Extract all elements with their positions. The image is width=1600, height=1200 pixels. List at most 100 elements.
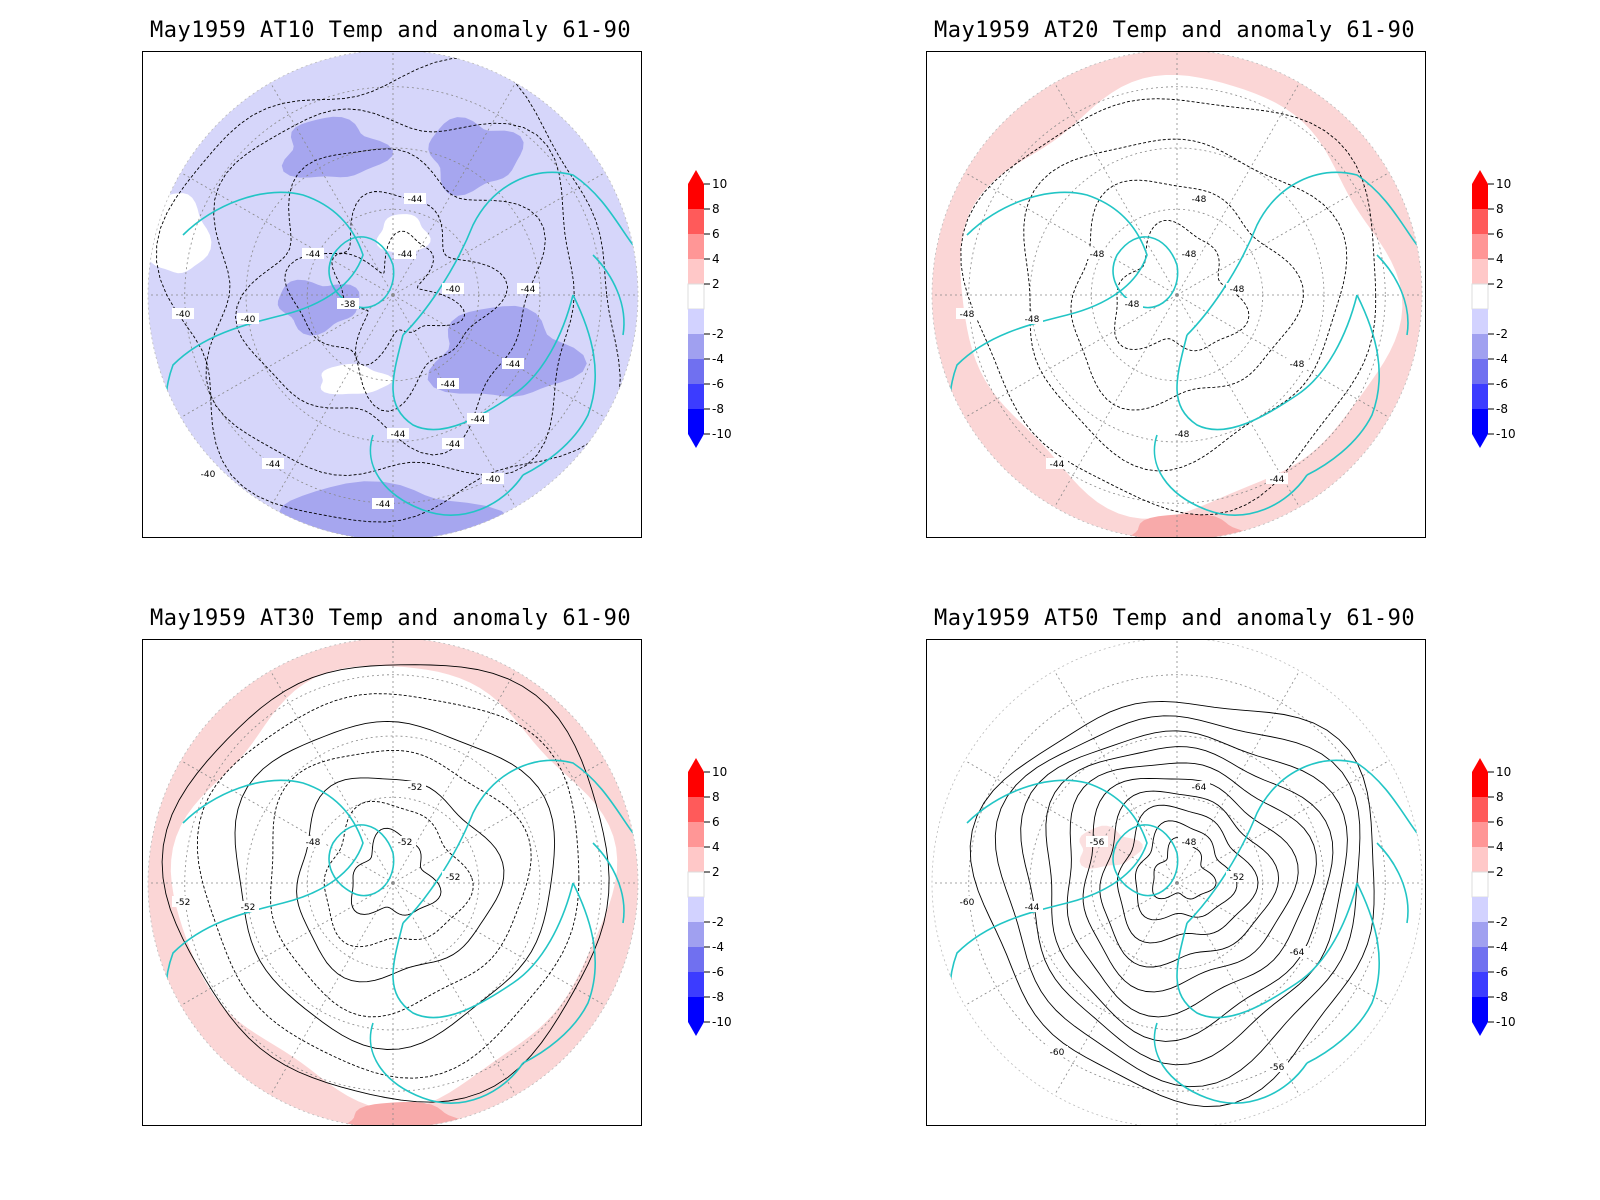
coastline: [1112, 824, 1179, 897]
colorbar-tick-label: 8: [1496, 202, 1504, 216]
contour-label-bg: [442, 438, 464, 449]
colorbar-segment: [1471, 283, 1489, 310]
colorbar-segment: [1472, 922, 1488, 947]
anomaly-fill: [279, 481, 510, 537]
colorbar-segment: [1472, 209, 1488, 234]
contour-label: -40: [201, 470, 216, 480]
contour-label-bg: [1226, 871, 1248, 882]
colorbar-segment: [1472, 797, 1488, 822]
colorbar-tick-label: 4: [712, 840, 720, 854]
colorbar-segment: [688, 897, 704, 922]
colorbar-segment: [688, 772, 704, 797]
contour-label-bg: [1266, 473, 1288, 484]
coastline: [402, 759, 634, 924]
coastline: [165, 779, 364, 1064]
contour-label: -48: [1025, 315, 1040, 325]
colorbar-segment: [688, 359, 704, 384]
meridian-line: [180, 172, 394, 296]
contour-label-bg: [442, 871, 464, 882]
colorbar-tick-label: 10: [1496, 765, 1511, 779]
contour-label-bg: [517, 283, 539, 294]
colorbar-arrow-bottom: [1472, 1022, 1488, 1036]
colorbar-tick-label: -2: [712, 327, 724, 341]
map-at20: -48 -48 -48 -48 -48 -48 -44 -44 -48 -48 -48: [926, 51, 1426, 538]
contour-label-bg: [467, 413, 489, 424]
colorbar-arrow-top: [688, 758, 704, 772]
colorbar-segment: [1472, 772, 1488, 797]
colorbar-tick-label: -8: [1496, 990, 1508, 1004]
contour-label: -48: [1125, 300, 1140, 310]
colorbar-segment: [688, 184, 704, 209]
meridian-line: [392, 294, 606, 418]
colorbar-tick-label: -4: [1496, 352, 1508, 366]
colorbar-tick-label: -8: [712, 990, 724, 1004]
anomaly-fill: [428, 117, 524, 196]
latitude-circle: [184, 674, 602, 1092]
contour-label-bg: [956, 896, 978, 907]
contour-label-bg: [172, 896, 194, 907]
colorbar-segment: [688, 409, 704, 434]
colorbar-tick-label: -2: [1496, 327, 1508, 341]
coastline: [1186, 171, 1418, 336]
coastline: [1376, 254, 1409, 336]
contour-label: -44: [1025, 903, 1040, 913]
contour-label-bg: [956, 308, 978, 319]
map-disc: [932, 640, 1422, 1125]
contour-line: [156, 57, 621, 523]
coastline: [328, 824, 395, 897]
colorbar-segment: [687, 871, 705, 898]
contour-line: [1023, 138, 1348, 472]
contour-label-bg: [404, 193, 426, 204]
coastline: [402, 171, 634, 336]
panel-title: May1959 AT10 Temp and anomaly 61-90: [150, 18, 632, 43]
anomaly-fill: [320, 363, 393, 395]
contour-label-bg: [302, 836, 324, 847]
contour-label-bg: [1021, 313, 1043, 324]
colorbar-segment: [688, 922, 704, 947]
colorbar-segment: [688, 997, 704, 1022]
coastline: [1153, 1022, 1308, 1104]
meridian-line: [1176, 882, 1390, 1006]
colorbar-segment: [688, 334, 704, 359]
polar-map: -52 -52 -48 -52 -52 -52: [147, 640, 639, 1125]
coastline: [1376, 842, 1409, 924]
meridian-line: [392, 82, 516, 296]
coastline: [369, 434, 524, 516]
contour-label-bg: [442, 283, 464, 294]
colorbar-segment: [1472, 409, 1488, 434]
contour-line: [161, 664, 610, 1103]
colorbar-tick-label: -10: [712, 1015, 732, 1029]
contour-label: -56: [1090, 838, 1105, 848]
colorbar-tick-label: -6: [712, 377, 724, 391]
colorbar-segment: [1472, 947, 1488, 972]
colorbar: 10 8 6 4 2 -2 -4 -6 -8 -10: [1471, 758, 1516, 1036]
colorbar: 10 8 6 4 2 -2 -4 -6 -8 -10: [1471, 170, 1516, 448]
map-boundary: [147, 640, 639, 1125]
coastline: [328, 236, 395, 309]
meridian-line: [1176, 82, 1300, 296]
coastline: [369, 1022, 524, 1104]
coastline: [1112, 236, 1179, 309]
map-boundary: [147, 52, 639, 537]
polar-map: -48 -48 -48 -48 -48 -48 -44 -44 -48 -48 -48: [931, 52, 1423, 537]
contour-label-bg: [437, 378, 459, 389]
anomaly-fill: [340, 1102, 471, 1125]
map-disc: [932, 52, 1422, 537]
contour-label-bg: [1021, 901, 1043, 912]
panel-title: May1959 AT30 Temp and anomaly 61-90: [150, 606, 632, 631]
colorbar-tick-label: 2: [1496, 865, 1504, 879]
contour-label: -44: [1270, 475, 1285, 485]
colorbar-tick-label: -8: [1496, 402, 1508, 416]
coastline: [522, 882, 597, 1064]
contour-label-bg: [1226, 283, 1248, 294]
meridian-line: [180, 882, 394, 1006]
contour-line: [1070, 179, 1304, 411]
colorbar-segment: [1472, 359, 1488, 384]
coastline: [1176, 882, 1358, 1019]
contour-line: [994, 715, 1361, 1088]
contour-label-bg: [1086, 248, 1108, 259]
coastline: [522, 294, 597, 476]
contour-line: [270, 749, 532, 1018]
contour-label-bg: [1086, 836, 1108, 847]
meridian-line: [964, 294, 1178, 418]
